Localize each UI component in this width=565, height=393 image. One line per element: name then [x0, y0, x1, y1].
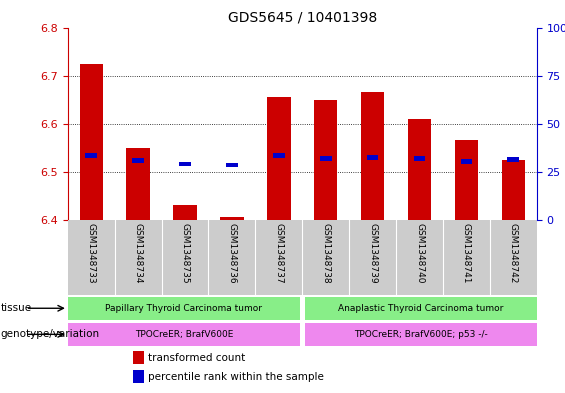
Bar — [226, 163, 238, 167]
Bar — [85, 153, 97, 158]
Text: genotype/variation: genotype/variation — [1, 329, 99, 339]
Bar — [273, 153, 285, 158]
Text: GSM1348740: GSM1348740 — [415, 224, 424, 284]
Text: GSM1348742: GSM1348742 — [509, 224, 518, 284]
Bar — [502, 160, 525, 220]
Bar — [408, 119, 431, 220]
Bar — [173, 205, 197, 220]
Bar — [132, 158, 144, 163]
Text: TPOCreER; BrafV600E; p53 -/-: TPOCreER; BrafV600E; p53 -/- — [354, 330, 488, 339]
Text: Anaplastic Thyroid Carcinoma tumor: Anaplastic Thyroid Carcinoma tumor — [338, 304, 503, 313]
Text: tissue: tissue — [1, 303, 32, 313]
Bar — [68, 297, 300, 320]
Text: TPOCreER; BrafV600E: TPOCreER; BrafV600E — [134, 330, 233, 339]
Bar — [220, 217, 244, 220]
Bar — [68, 323, 300, 346]
Bar — [133, 370, 144, 383]
Bar — [179, 162, 191, 166]
Bar — [361, 92, 384, 220]
Bar — [414, 156, 425, 161]
Bar — [267, 97, 290, 220]
Bar — [460, 159, 472, 164]
Text: GSM1348737: GSM1348737 — [275, 224, 283, 284]
Text: GSM1348741: GSM1348741 — [462, 224, 471, 284]
Bar — [305, 297, 537, 320]
Title: GDS5645 / 10401398: GDS5645 / 10401398 — [228, 11, 377, 25]
Bar — [133, 351, 144, 364]
Bar — [367, 155, 379, 160]
Text: GSM1348739: GSM1348739 — [368, 224, 377, 284]
Bar — [305, 323, 537, 346]
Bar — [127, 148, 150, 220]
Text: GSM1348736: GSM1348736 — [228, 224, 236, 284]
Text: GSM1348734: GSM1348734 — [134, 224, 142, 284]
Bar — [455, 140, 478, 220]
Text: percentile rank within the sample: percentile rank within the sample — [147, 372, 323, 382]
Bar — [507, 157, 519, 162]
Text: Papillary Thyroid Carcinoma tumor: Papillary Thyroid Carcinoma tumor — [105, 304, 262, 313]
Text: GSM1348735: GSM1348735 — [181, 224, 189, 284]
Bar — [320, 156, 332, 161]
Bar — [314, 99, 337, 220]
Text: GSM1348738: GSM1348738 — [321, 224, 330, 284]
Text: transformed count: transformed count — [147, 353, 245, 363]
Text: GSM1348733: GSM1348733 — [87, 224, 95, 284]
Bar — [80, 64, 103, 220]
